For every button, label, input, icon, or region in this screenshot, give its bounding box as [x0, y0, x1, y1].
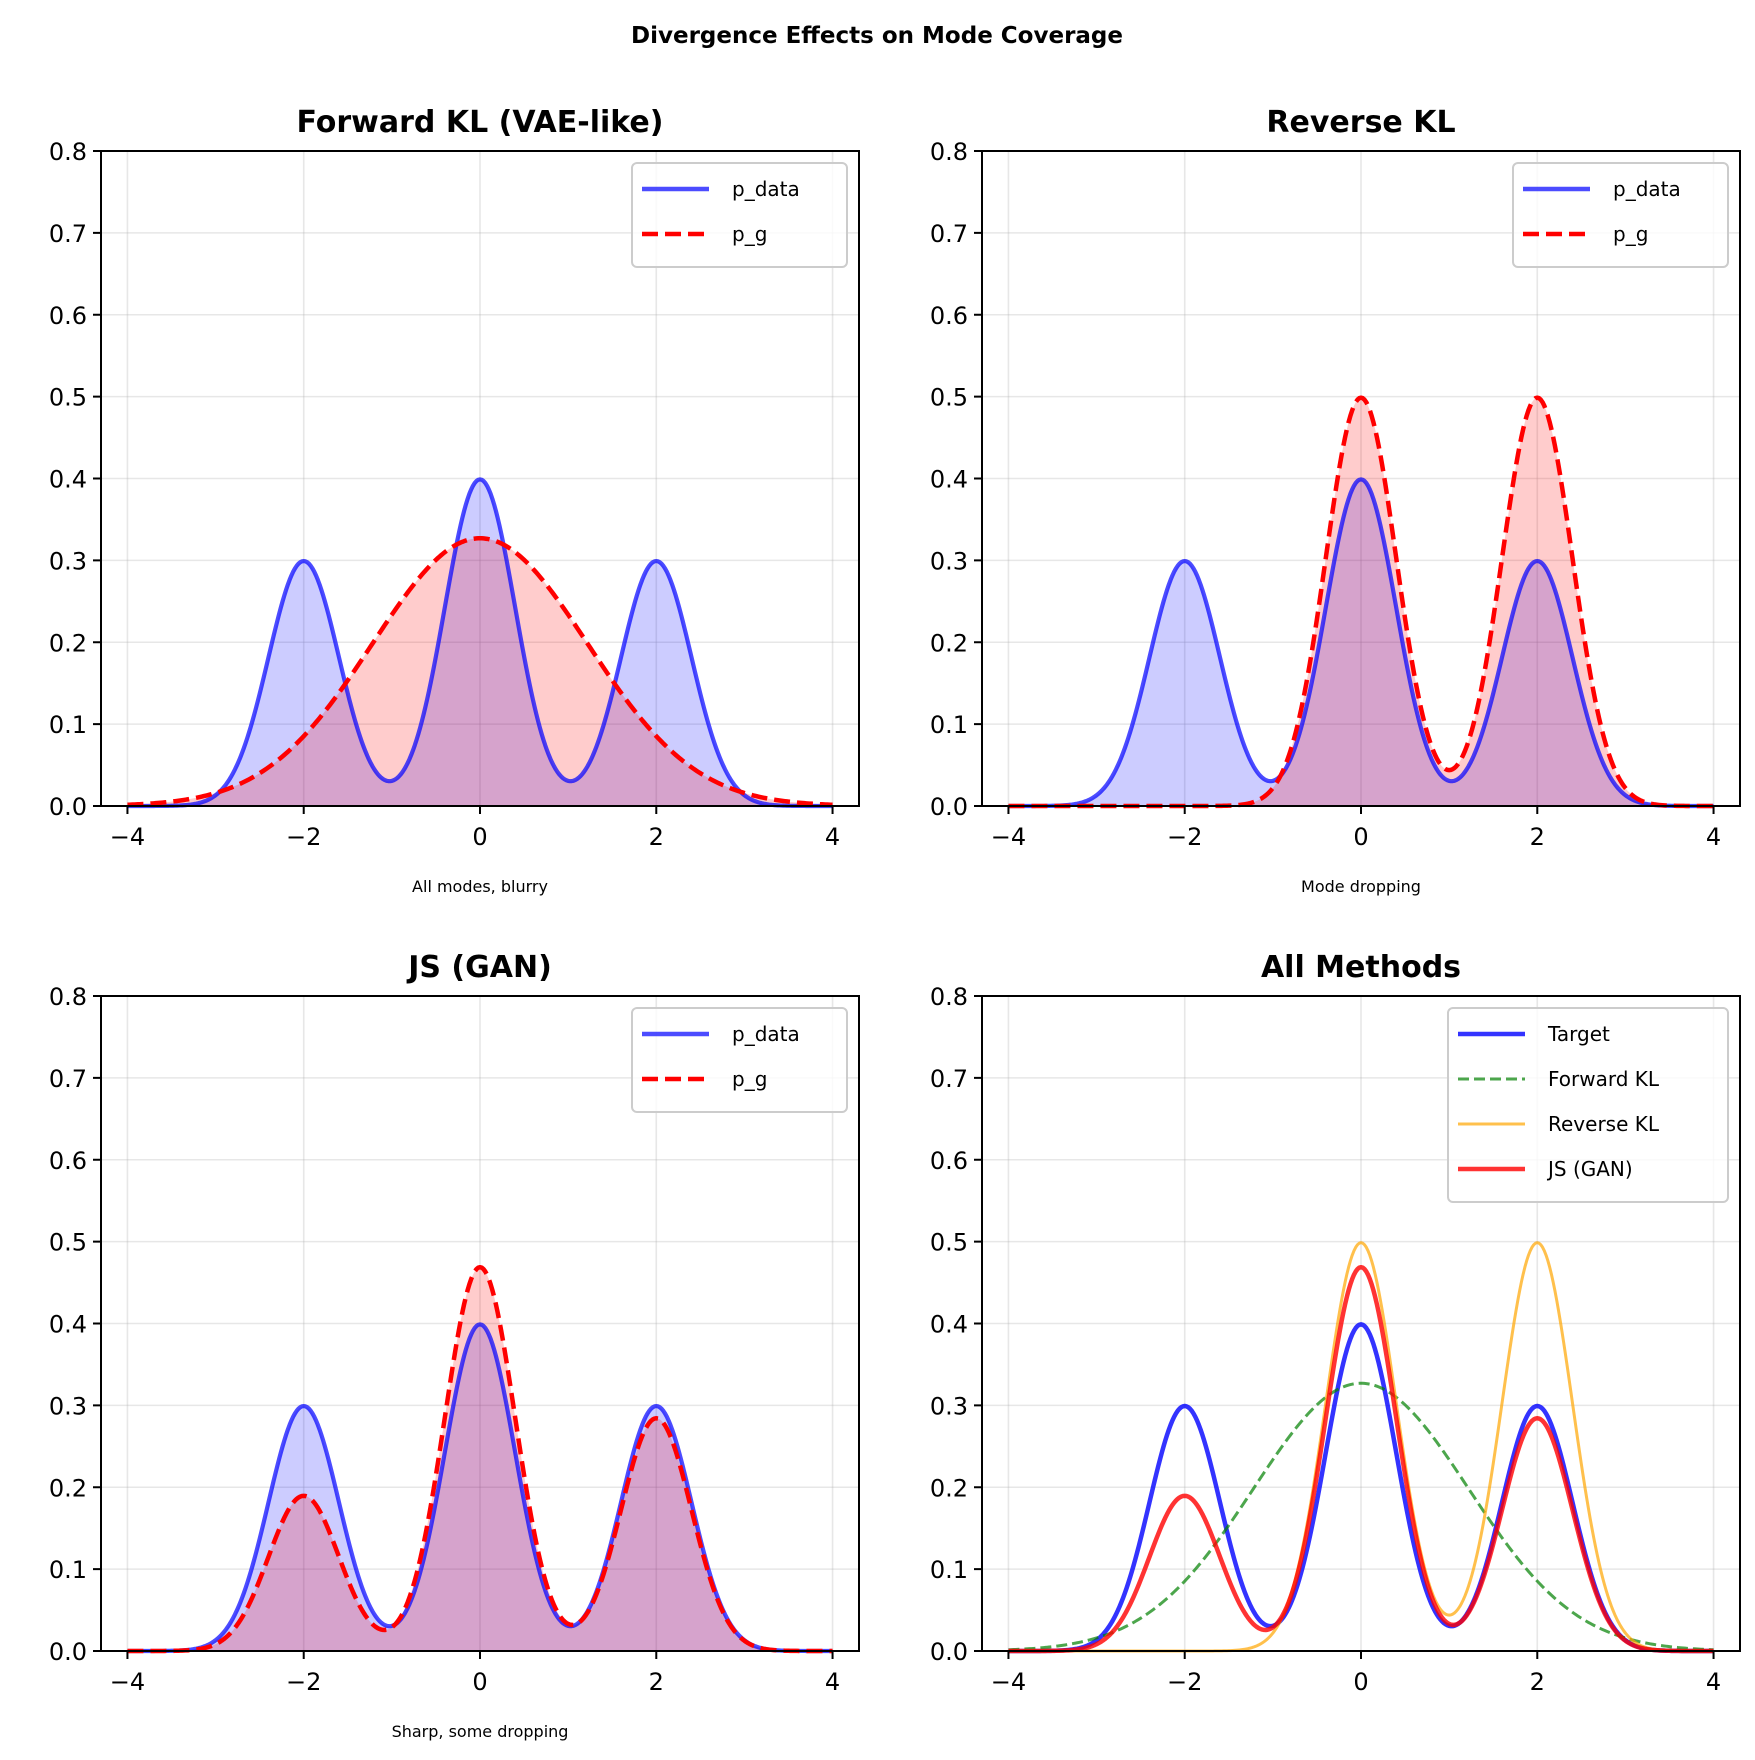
y-tick-label: 0.4: [930, 1311, 968, 1339]
subplot-title: Forward KL (VAE-like): [297, 105, 664, 140]
series-fill-p-g: [127, 538, 833, 806]
legend: Target Forward KL Reverse KL JS (GAN): [1447, 1007, 1729, 1203]
y-tick-label: 0.5: [49, 384, 87, 412]
y-tick-label: 0.2: [49, 1474, 87, 1502]
y-tick-label: 0.8: [930, 983, 968, 1011]
series-line-forward-kl: [1008, 1381, 1714, 1652]
y-tick-label: 0.3: [49, 547, 87, 575]
x-tick-label: −2: [1167, 823, 1202, 851]
y-tick-label: 0.8: [49, 983, 87, 1011]
x-tick-label: 4: [825, 1668, 840, 1696]
y-tick-label: 0.6: [49, 302, 87, 330]
x-tick-label: 0: [1353, 823, 1368, 851]
y-tick-label: 0.8: [49, 138, 87, 166]
x-tick-label: 2: [649, 1668, 664, 1696]
y-tick-label: 0.2: [930, 1474, 968, 1502]
series-line-p-data: [127, 477, 833, 809]
y-tick-label: 0.7: [930, 1065, 968, 1093]
legend-label: JS (GAN): [1546, 1157, 1633, 1181]
x-tick-label: −4: [110, 1668, 145, 1696]
legend-box: [1447, 1007, 1729, 1203]
y-tick-label: 0.6: [49, 1147, 87, 1175]
y-tick-label: 0.3: [930, 1392, 968, 1420]
x-tick-label: −2: [286, 823, 321, 851]
y-tick-label: 0.4: [49, 1311, 87, 1339]
y-tick-label: 0.4: [49, 466, 87, 494]
x-tick-label: 4: [825, 823, 840, 851]
subplot-title: JS (GAN): [406, 950, 552, 985]
x-axis-label: All modes, blurry: [412, 877, 548, 896]
legend: p_data p_g: [631, 1007, 848, 1113]
y-tick-label: 0.0: [930, 1638, 968, 1666]
x-tick-label: 4: [1706, 823, 1721, 851]
y-tick-label: 0.7: [930, 220, 968, 248]
x-axis-label: Sharp, some dropping: [392, 1722, 569, 1741]
y-tick-label: 0.3: [49, 1392, 87, 1420]
subplot-title: All Methods: [1261, 950, 1461, 985]
x-tick-label: 4: [1706, 1668, 1721, 1696]
y-tick-label: 0.7: [49, 1065, 87, 1093]
x-tick-label: −4: [110, 823, 145, 851]
x-tick-label: −2: [1167, 1668, 1202, 1696]
x-tick-label: 2: [1530, 1668, 1545, 1696]
y-tick-label: 0.6: [930, 302, 968, 330]
x-tick-label: 2: [649, 823, 664, 851]
legend-label: p_g: [732, 222, 767, 246]
subplot-forward-kl: Forward KL (VAE-like) All modes, blurry …: [49, 105, 860, 896]
legend-label: Forward KL: [1548, 1067, 1660, 1091]
subplot-reverse-kl: Reverse KL Mode dropping 0.0 0.1 0.2 0.3 0.4…: [930, 105, 1741, 896]
y-tick-label: 0.2: [930, 629, 968, 657]
series-line-js-gan-: [1007, 1264, 1715, 1654]
legend-label: p_data: [732, 1022, 800, 1046]
legend: p_data p_g: [1512, 162, 1729, 268]
x-tick-label: −2: [286, 1668, 321, 1696]
series-fill-p-g: [1008, 397, 1714, 806]
y-tick-label: 0.4: [930, 466, 968, 494]
y-tick-label: 0.1: [930, 711, 968, 739]
legend-label: Reverse KL: [1548, 1112, 1660, 1136]
y-tick-label: 0.7: [49, 220, 87, 248]
series-line-p-g: [126, 536, 834, 808]
x-tick-label: 0: [472, 1668, 487, 1696]
y-tick-label: 0.6: [930, 1147, 968, 1175]
legend-label: p_g: [1613, 222, 1648, 246]
series-line-p-data: [1008, 477, 1714, 809]
subplot-title: Reverse KL: [1266, 105, 1455, 140]
x-tick-label: 0: [472, 823, 487, 851]
y-tick-label: 0.5: [49, 1229, 87, 1257]
subplot-js-gan: JS (GAN) Sharp, some dropping 0.0 0.1 0.2 0…: [49, 950, 860, 1741]
legend-label: Target: [1547, 1022, 1610, 1046]
y-tick-label: 0.0: [930, 793, 968, 821]
legend: p_data p_g: [631, 162, 848, 268]
legend-label: p_data: [732, 177, 800, 201]
series-line-p-g: [126, 1264, 834, 1654]
x-tick-label: 2: [1530, 823, 1545, 851]
x-tick-label: 0: [1353, 1668, 1368, 1696]
legend-label: p_g: [732, 1067, 767, 1091]
x-tick-label: −4: [991, 823, 1026, 851]
legend-label: p_data: [1613, 177, 1681, 201]
figure-suptitle: Divergence Effects on Mode Coverage: [631, 23, 1123, 49]
series-fill-p-g: [127, 1267, 833, 1651]
y-tick-label: 0.5: [930, 384, 968, 412]
y-tick-label: 0.1: [49, 1556, 87, 1584]
y-tick-label: 0.0: [49, 793, 87, 821]
y-tick-label: 0.8: [930, 138, 968, 166]
y-tick-label: 0.2: [49, 629, 87, 657]
y-tick-label: 0.1: [49, 711, 87, 739]
y-tick-label: 0.1: [930, 1556, 968, 1584]
x-axis-label: Mode dropping: [1301, 877, 1421, 896]
x-tick-label: −4: [991, 1668, 1026, 1696]
subplot-all-methods: All Methods 0.0 0.1 0.2 0.3 0.4 0.5 0.6 0.7 0.8 −…: [930, 950, 1741, 1696]
y-tick-label: 0.0: [49, 1638, 87, 1666]
y-tick-label: 0.3: [930, 547, 968, 575]
y-tick-label: 0.5: [930, 1229, 968, 1257]
